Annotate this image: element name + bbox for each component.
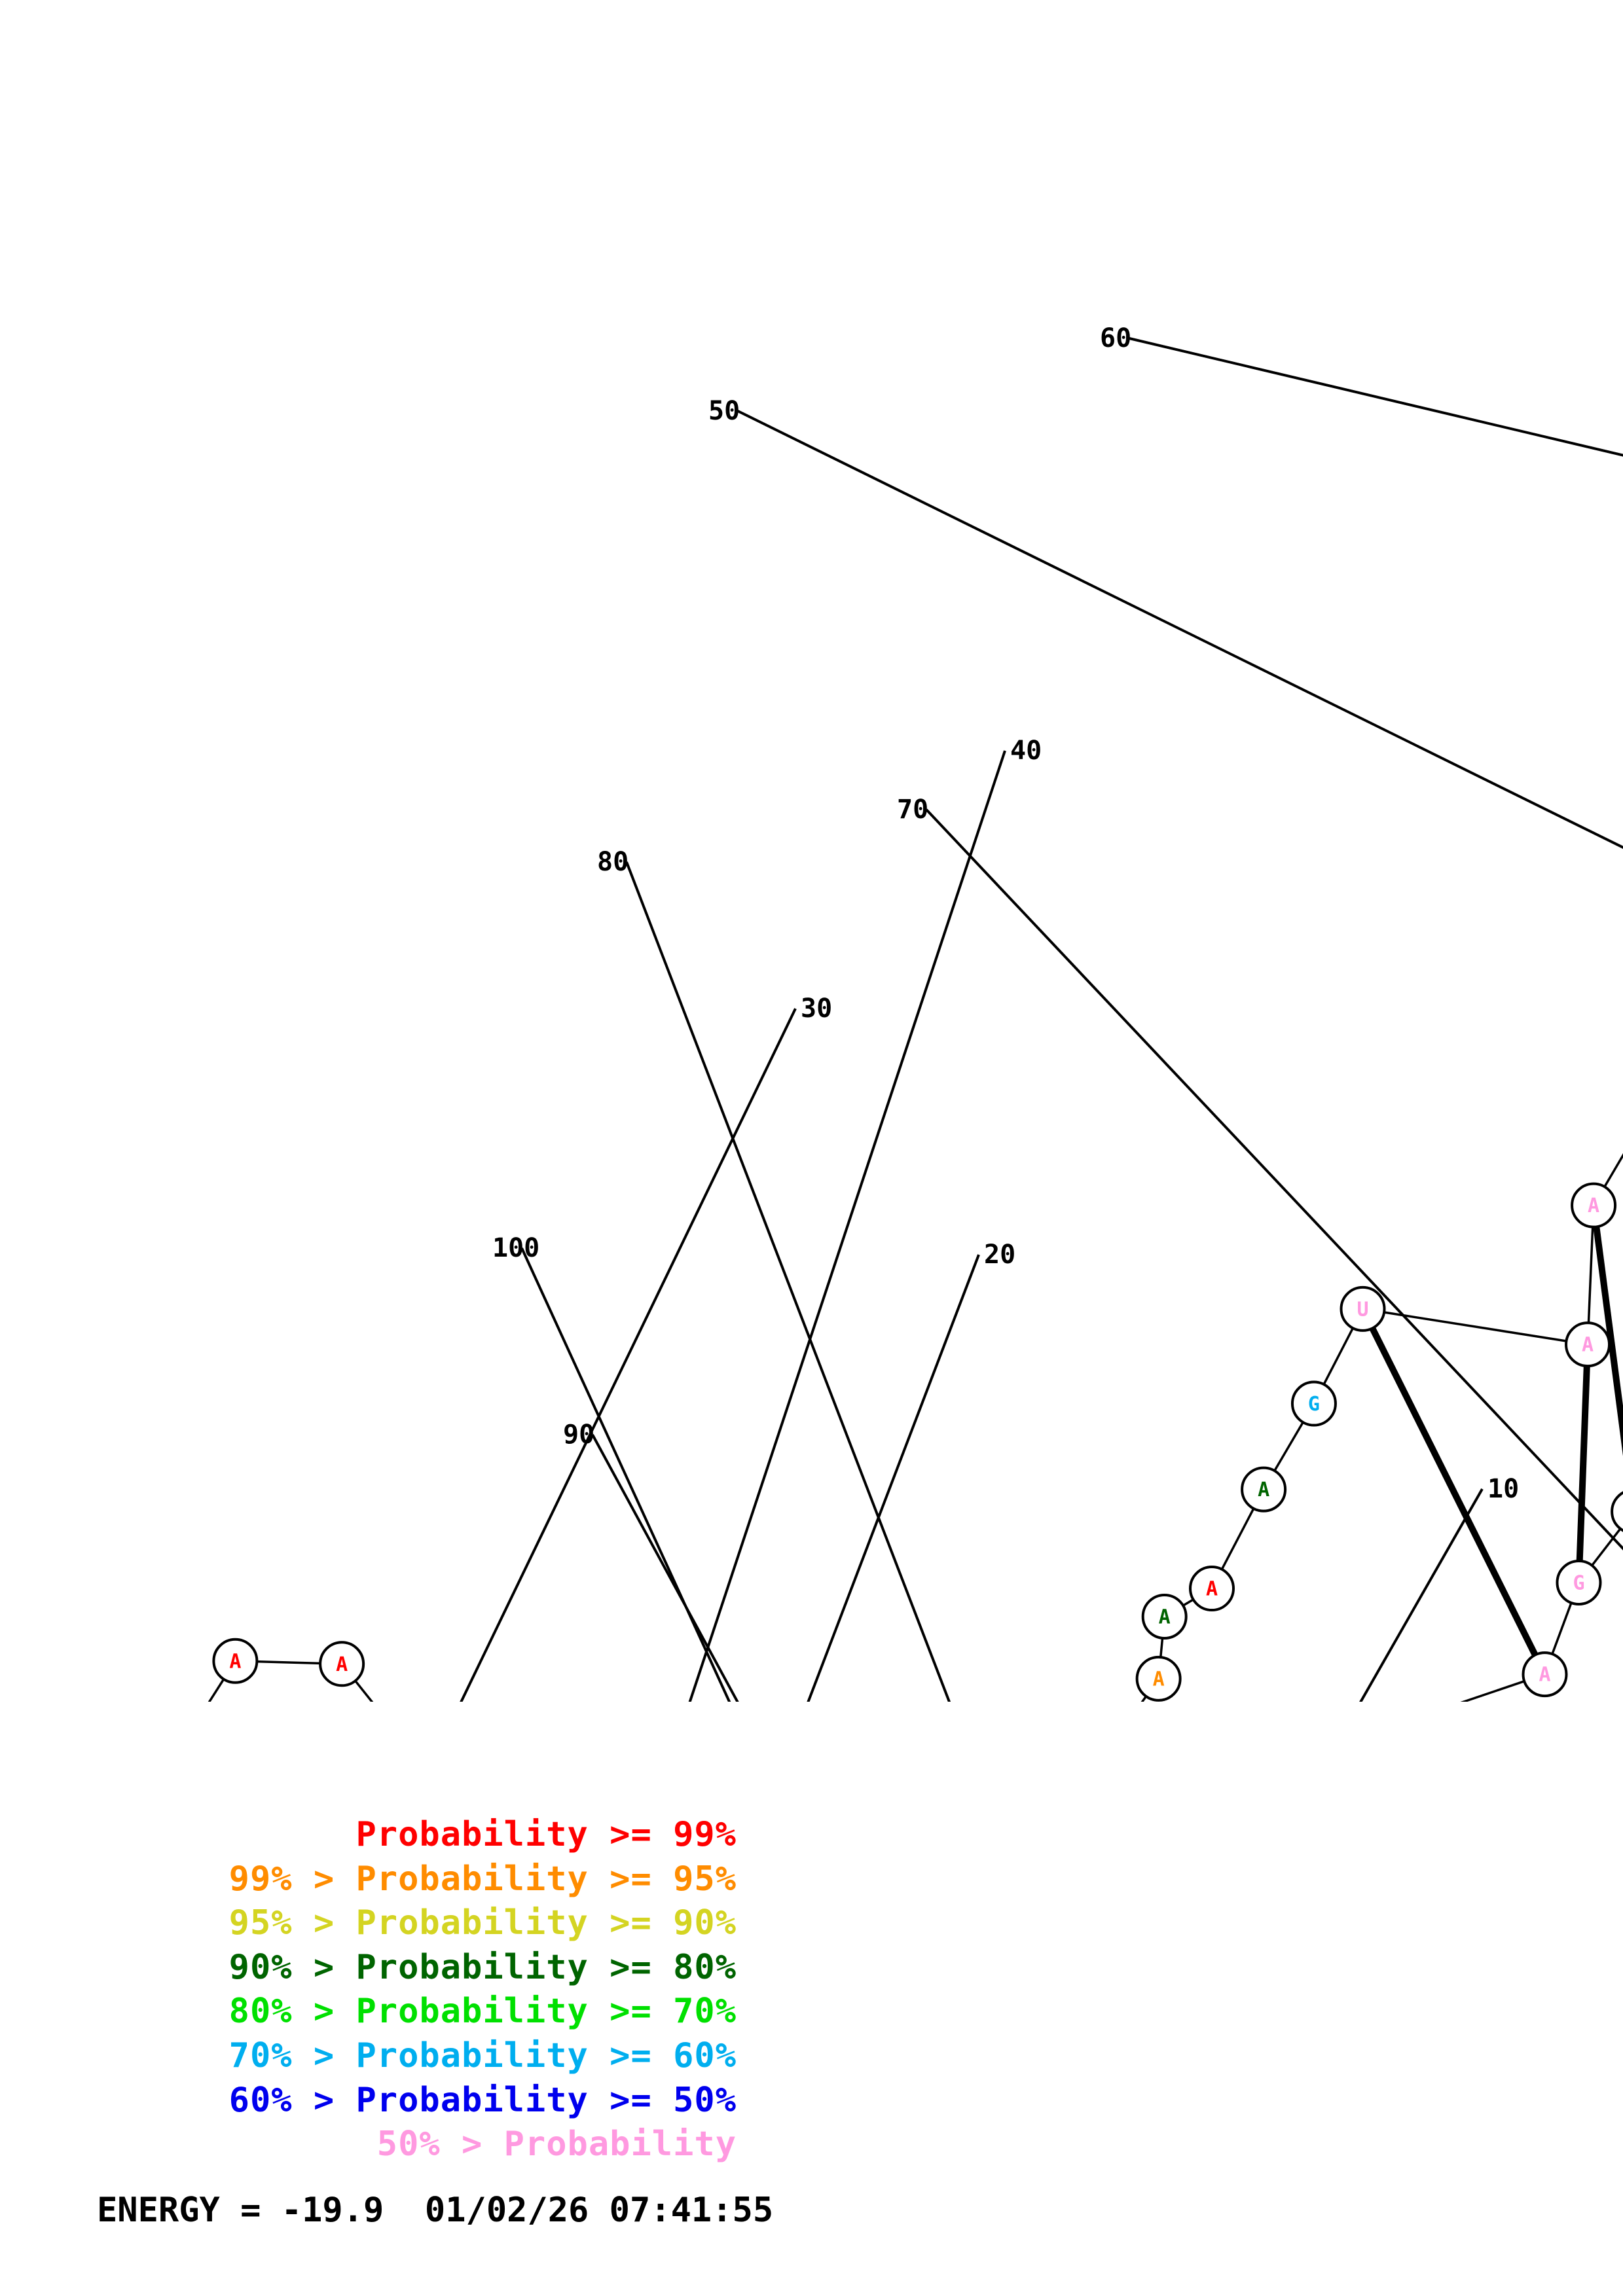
nucleotide-circle <box>212 1638 259 1684</box>
nucleotide-letter: A <box>1153 1668 1165 1691</box>
nucleotide-letter: A <box>1539 1664 1550 1687</box>
nucleotide[interactable]: A <box>1565 1321 1611 1368</box>
nucleotide-circle <box>1241 1466 1287 1513</box>
position-leader-line <box>1129 337 1623 457</box>
backbone-segment <box>1273 1422 1304 1472</box>
nucleotide[interactable]: A <box>1241 1466 1287 1513</box>
backbone-segment <box>257 1660 321 1665</box>
legend-row: 70% > Probability >= 60% <box>228 2036 737 2075</box>
nucleotide-letter: G <box>1573 1571 1584 1594</box>
legend-row: 90% > Probability >= 80% <box>228 1947 737 1987</box>
backbone-segment <box>1159 1638 1164 1658</box>
nucleotide[interactable]: A <box>319 1641 365 1687</box>
position-leader-line <box>591 1434 739 1702</box>
nucleotide[interactable]: G <box>1556 1559 1602 1605</box>
basepair-layer <box>1368 1223 1623 1660</box>
legend-row: 80% > Probability >= 70% <box>228 1992 737 2032</box>
position-label: 90 <box>563 1420 594 1450</box>
position-label: 100 <box>492 1233 539 1263</box>
position-leader-lines <box>460 337 1623 1702</box>
nucleotide-circle <box>1340 1285 1386 1332</box>
backbone-segment <box>1603 1153 1623 1188</box>
nucleotide-circle <box>1290 1380 1337 1427</box>
nucleotide-letter: A <box>1206 1578 1218 1601</box>
backbone-segment <box>1460 1680 1525 1702</box>
backbone-segment <box>1587 1227 1594 1323</box>
nucleotide-circle <box>1565 1321 1611 1368</box>
legend-row: 60% > Probability >= 50% <box>228 2080 737 2120</box>
nucleotide-circle <box>319 1641 365 1687</box>
nucleotide-letter: A <box>1159 1605 1171 1628</box>
backbone-segment <box>1322 1327 1354 1385</box>
legend-row: 99% > Probability >= 95% <box>228 1859 737 1899</box>
nucleotide-circle <box>1141 1593 1188 1640</box>
probability-legend: Probability >= 99% 99% > Probability >= … <box>0 1813 1623 2230</box>
legend-row: 50% > Probability <box>376 2125 737 2164</box>
nucleotide[interactable]: A <box>212 1638 259 1684</box>
nucleotide-circle <box>1611 1491 1623 1532</box>
nucleotide[interactable]: A <box>1135 1655 1182 1702</box>
nucleotide[interactable]: A <box>1141 1593 1188 1640</box>
backbone-layer <box>208 1153 1623 1702</box>
nucleotide-circle <box>1135 1655 1182 1702</box>
position-label: 40 <box>1010 736 1042 766</box>
nucleotide[interactable]: G <box>1290 1380 1337 1427</box>
rna-secondary-structure-diagram: CACCACCCTAACCGGUACUUUAGAGCUAGAAAUAGCAAAA… <box>208 323 1623 1702</box>
backbone-segment <box>208 1678 225 1702</box>
nucleotide-circle <box>1571 1182 1617 1229</box>
nucleotide-layer: CACCACCCTAACCGGUACUUUAGAGCUAGAAAUAGCAAAA… <box>212 1182 1623 1702</box>
nucleotide-letter: A <box>1258 1479 1269 1501</box>
position-label: 80 <box>597 847 629 877</box>
nucleotide-letter: G <box>1308 1393 1320 1416</box>
position-leader-line <box>807 1254 980 1702</box>
base-pair-bond <box>1368 1323 1540 1660</box>
nucleotide-letter: A <box>229 1650 241 1673</box>
legend-row: Probability >= 99% <box>356 1815 737 1854</box>
nucleotide-circle <box>1556 1559 1602 1605</box>
nucleotide[interactable]: A <box>1189 1566 1235 1612</box>
nucleotide-letter: U <box>1357 1298 1368 1321</box>
base-pair-bond <box>1576 1362 1590 1565</box>
position-label: 20 <box>984 1240 1015 1270</box>
base-pair-bond <box>1592 1223 1623 1456</box>
backbone-segment <box>1182 1598 1194 1607</box>
position-leader-line <box>625 861 951 1702</box>
backbone-segment <box>1220 1508 1255 1570</box>
backbone-segment <box>1551 1602 1573 1655</box>
position-label-layer: 10 20 30 40 50 60 70 80 90 100 <box>492 323 1519 1504</box>
position-label: 60 <box>1100 323 1131 353</box>
position-leader-line <box>925 808 1623 1551</box>
nucleotide[interactable]: A <box>1522 1651 1568 1698</box>
backbone-segment <box>354 1680 374 1702</box>
position-leader-line <box>520 1247 731 1702</box>
energy-footer: ENERGY = -19.9 01/02/26 07:41:55 <box>97 2190 774 2230</box>
position-label: 50 <box>708 396 740 426</box>
nucleotide-circle <box>1522 1651 1568 1698</box>
nucleotide[interactable]: U <box>1340 1285 1386 1332</box>
position-leader-line <box>1359 1488 1484 1702</box>
backbone-segment <box>1383 1311 1567 1342</box>
position-leader-line <box>688 750 1006 1702</box>
nucleotide[interactable]: A <box>1571 1182 1617 1229</box>
position-label: 70 <box>897 795 928 825</box>
backbone-segment <box>1140 1695 1147 1702</box>
nucleotide-letter: A <box>1588 1194 1599 1217</box>
nucleotide-letter: A <box>336 1653 348 1676</box>
nucleotide[interactable]: U <box>1611 1490 1623 1534</box>
position-leader-line <box>460 1008 797 1702</box>
position-label: 10 <box>1487 1474 1519 1504</box>
nucleotide-circle <box>1189 1566 1235 1612</box>
nucleotide-letter: A <box>1582 1334 1594 1357</box>
position-leader-line <box>737 410 1623 850</box>
legend-row: 95% > Probability >= 90% <box>228 1903 737 1943</box>
position-label: 30 <box>801 994 832 1024</box>
backbone-segment <box>1591 1528 1622 1566</box>
